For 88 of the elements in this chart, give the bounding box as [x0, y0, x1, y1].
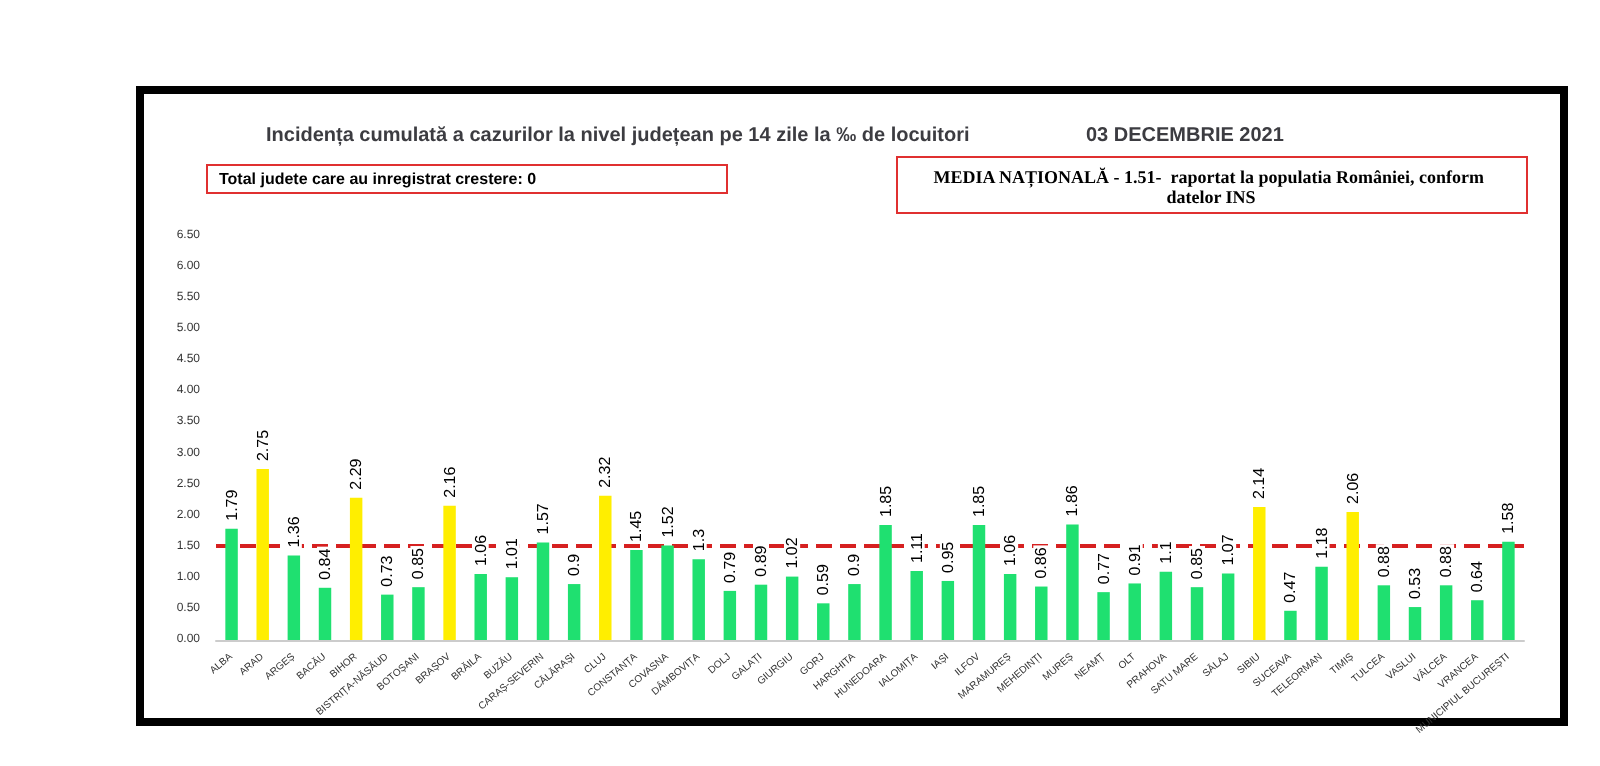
data-label: 0.86 [1032, 546, 1051, 579]
data-label: 0.95 [938, 540, 957, 573]
data-label: 1.01 [502, 536, 521, 570]
bar [349, 497, 363, 640]
data-label: 0.53 [1406, 566, 1424, 600]
bar [879, 525, 892, 640]
bar [1221, 573, 1235, 640]
data-label: 2.06 [1343, 471, 1362, 504]
data-label: 0.89 [752, 544, 770, 577]
bar [1502, 541, 1515, 640]
bar [381, 594, 394, 640]
data-label: 0.73 [378, 554, 397, 587]
data-label: 1.07 [1219, 533, 1238, 566]
bar [1408, 607, 1422, 640]
bar [443, 505, 456, 640]
bar [1284, 610, 1297, 640]
data-label: 1.85 [876, 484, 895, 518]
bar [661, 545, 674, 640]
data-label: 1.3 [689, 527, 708, 552]
data-label: 2.14 [1250, 466, 1269, 499]
bar [848, 584, 861, 640]
text: Total judete care au inregistrat crestere: 0 [219, 170, 538, 188]
data-label: 0.85 [1188, 546, 1206, 580]
bar [256, 469, 269, 640]
data-label: 1.11 [907, 531, 926, 564]
bar [1128, 583, 1141, 640]
data-label: 0.79 [720, 550, 739, 583]
data-label: 1.45 [627, 509, 646, 542]
bar [817, 603, 830, 640]
data-label: 1.58 [1499, 501, 1518, 534]
data-label: 2.29 [347, 457, 366, 490]
chart-title: Incidența cumulată a cazurilor la nivel județean pe 14 zile la ‰ de locuitori [266, 125, 970, 147]
bar [910, 571, 923, 640]
bar [630, 549, 643, 640]
data-label: 2.75 [253, 428, 272, 462]
data-label: 1.02 [783, 536, 802, 569]
data-label: 0.91 [1125, 543, 1144, 576]
data-label: 1.06 [471, 533, 490, 567]
bar [1315, 566, 1328, 640]
data-label: 2.32 [596, 455, 615, 488]
bar [412, 587, 425, 640]
bar [723, 590, 737, 640]
text: MEDIA NAȚIONALĂ - 1.51- raportat la populatia României, conform datelor INS [933, 167, 1489, 207]
data-label: 2.16 [440, 465, 459, 498]
data-label: 1.57 [534, 502, 552, 535]
bar [318, 587, 332, 640]
data-label: 1.1 [1156, 540, 1175, 564]
bar [785, 576, 799, 640]
data-label: 0.84 [316, 547, 334, 580]
bar [225, 528, 238, 640]
data-label: 0.88 [1374, 545, 1393, 578]
bar [505, 577, 519, 640]
data-label: 0.9 [565, 552, 584, 577]
bar [941, 580, 955, 640]
bar [1066, 524, 1079, 640]
data-label: 1.85 [970, 484, 988, 518]
bar [1471, 600, 1484, 640]
bar [1346, 511, 1359, 640]
bar [1003, 574, 1017, 640]
data-label: 1.36 [284, 515, 303, 548]
chart-subtitle: 03 DECEMBRIE 2021 [1086, 125, 1285, 147]
bar [1035, 586, 1048, 640]
data-label: 1.06 [1001, 533, 1020, 567]
bar [287, 555, 301, 640]
data-label: 0.77 [1094, 551, 1113, 585]
bar [1377, 585, 1391, 640]
bar [972, 525, 986, 640]
bar [1439, 585, 1453, 640]
bar [1097, 592, 1110, 640]
data-label: 1.18 [1312, 526, 1331, 559]
bar [599, 495, 612, 640]
data-label: 1.79 [222, 488, 241, 521]
data-label: 0.9 [845, 552, 864, 577]
bar [1190, 587, 1204, 640]
data-label: 0.88 [1437, 545, 1456, 578]
data-label: 1.86 [1063, 484, 1082, 517]
bar [567, 584, 581, 640]
bar [1253, 506, 1266, 640]
data-label: 0.59 [814, 563, 833, 596]
data-label: 0.47 [1281, 570, 1300, 603]
bar [692, 559, 705, 640]
bar [474, 574, 487, 640]
data-label: 0.85 [409, 546, 428, 580]
bar [1159, 571, 1173, 640]
data-label: 1.52 [658, 505, 677, 538]
bar [754, 584, 768, 640]
data-label: 0.64 [1468, 559, 1487, 593]
bar [536, 542, 550, 640]
